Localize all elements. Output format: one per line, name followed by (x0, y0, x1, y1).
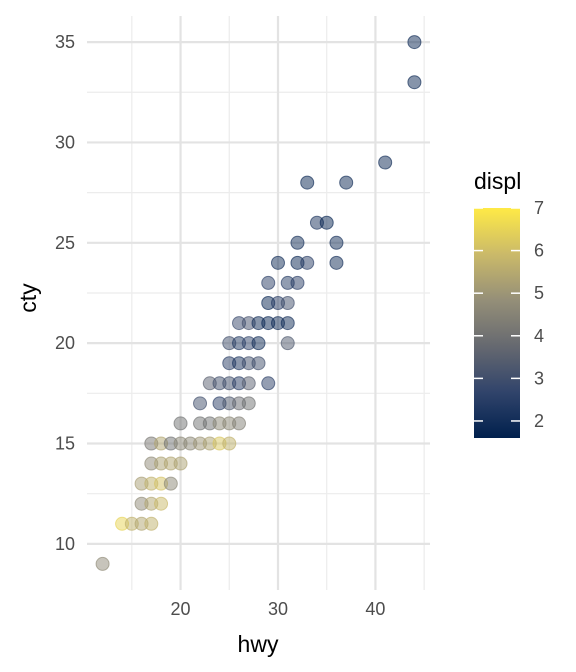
data-point (222, 436, 237, 451)
data-point (378, 155, 393, 170)
data-point (339, 175, 354, 190)
data-point (261, 275, 276, 290)
data-point (270, 255, 285, 270)
data-point (95, 556, 110, 571)
data-point (407, 35, 422, 50)
data-point (290, 235, 305, 250)
x-tick-label: 30 (268, 599, 288, 619)
colorbar-title: displ (474, 168, 521, 194)
colorbar-legend: displ 2 3 4 5 6 7 (474, 168, 544, 438)
minor-gridlines (87, 16, 430, 590)
data-point (280, 336, 295, 351)
colorbar-tick-label: 3 (534, 368, 544, 388)
data-point (329, 255, 344, 270)
y-tick-label: 15 (55, 433, 75, 453)
colorbar-tick-label: 5 (534, 283, 544, 303)
data-point (173, 416, 188, 431)
data-points (95, 35, 422, 571)
data-point (232, 416, 247, 431)
data-point (154, 496, 169, 511)
colorbar-ticks: 2 3 4 5 6 7 (474, 198, 544, 431)
x-tick-label: 20 (171, 599, 191, 619)
data-point (144, 516, 159, 531)
y-axis-title: cty (15, 283, 41, 313)
data-point (280, 296, 295, 310)
data-point (407, 75, 422, 90)
y-tick-label: 35 (55, 32, 75, 52)
y-tick-label: 20 (55, 333, 75, 353)
major-gridlines (87, 16, 430, 590)
data-point (280, 316, 295, 331)
data-point (241, 376, 256, 391)
colorbar-gradient (474, 208, 520, 438)
data-point (163, 476, 178, 491)
x-axis-title: hwy (238, 631, 279, 657)
data-point (261, 376, 276, 391)
data-point (251, 356, 266, 371)
data-point (300, 255, 315, 270)
data-point (300, 175, 315, 190)
data-point (329, 235, 344, 250)
y-tick-label: 10 (55, 534, 75, 554)
colorbar-tick-label: 7 (534, 198, 544, 218)
data-point (319, 215, 334, 230)
y-axis-tick-labels: 10 15 20 25 30 35 (55, 32, 75, 554)
colorbar-tick-label: 2 (534, 411, 544, 431)
data-point (173, 456, 188, 471)
y-tick-label: 30 (55, 132, 75, 152)
data-point (251, 336, 266, 351)
colorbar-tick-label: 4 (534, 326, 544, 346)
x-axis-tick-labels: 20 30 40 (171, 599, 386, 619)
data-point (241, 396, 256, 411)
y-tick-label: 25 (55, 233, 75, 253)
data-point (193, 396, 208, 411)
colorbar-tick-label: 6 (534, 241, 544, 261)
data-point (290, 275, 305, 290)
x-tick-label: 40 (365, 599, 385, 619)
